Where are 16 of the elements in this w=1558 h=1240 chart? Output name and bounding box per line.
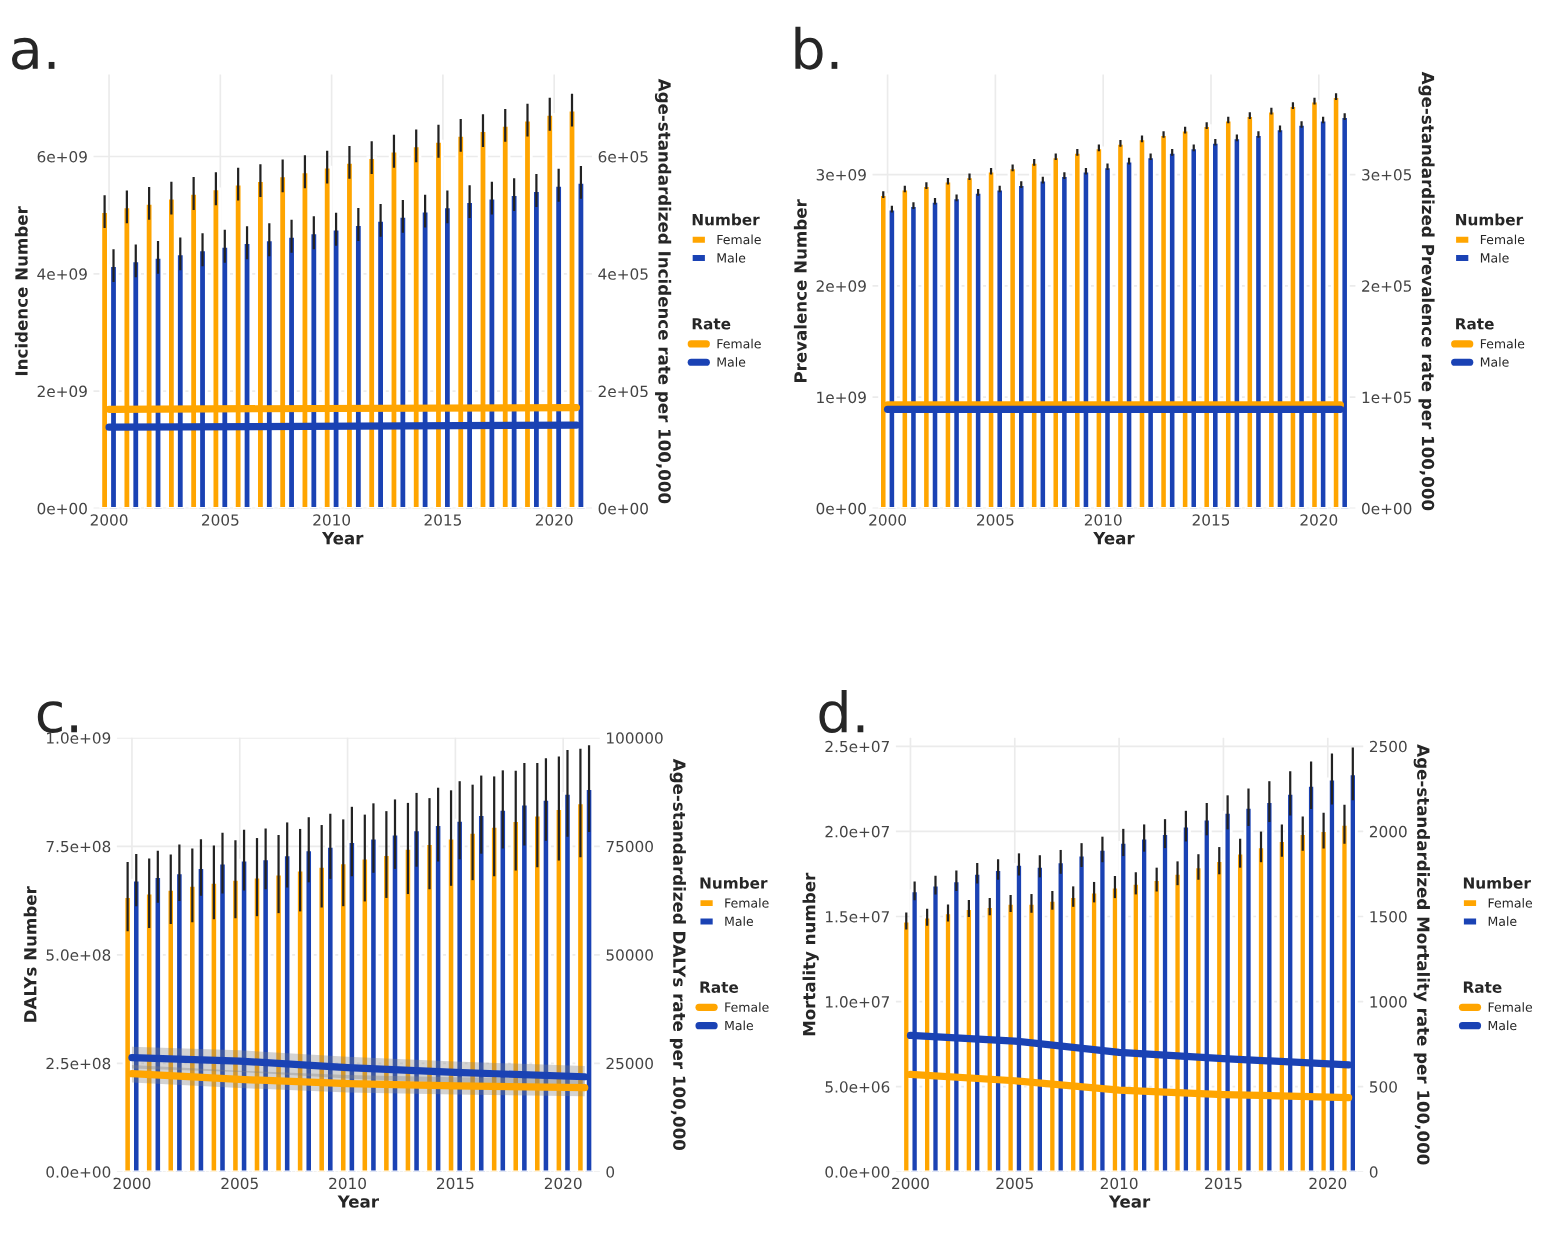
chart-title: b. xyxy=(795,26,838,70)
y2-axis-title: Age-standardized DALYs rate per 100,000 xyxy=(669,758,686,1151)
chart-title: d. xyxy=(819,690,864,734)
x-axis-title: Year xyxy=(1093,532,1135,545)
x-axis-title: Year xyxy=(1108,1195,1151,1208)
y-axis-title: Incidence Number xyxy=(14,206,28,376)
chart-title: a. xyxy=(12,37,55,70)
y-axis-title: Mortality number xyxy=(802,872,819,1036)
y2-axis-title: Age-standardized Prevalence rate per 100,000 xyxy=(1418,71,1435,511)
chart-title: c. xyxy=(37,701,77,734)
x-axis-title: Year xyxy=(321,532,364,545)
y2-axis-title: Age-standardized Mortality rate per 100,000 xyxy=(1413,744,1430,1165)
x-axis-title: Year xyxy=(337,1195,379,1208)
y2-axis-title: Age-standardized Incidence rate per 100,000 xyxy=(654,78,672,504)
y-axis-title: Prevalence Number xyxy=(793,199,807,383)
y-axis-title: DALYs Number xyxy=(23,886,37,1022)
